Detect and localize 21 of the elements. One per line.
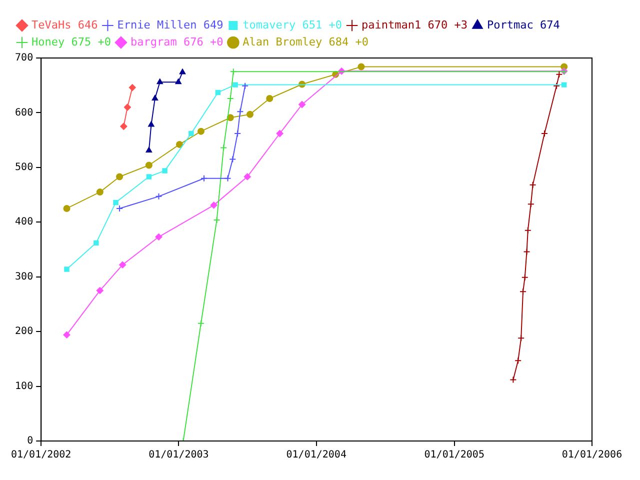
- y-tick-label: 700: [15, 52, 34, 64]
- legend-label: paintman1 670 +3: [362, 18, 468, 32]
- x-tick-label: 01/01/2005: [424, 450, 484, 461]
- legend-label: TeVaHs 646: [32, 18, 98, 32]
- y-tick-label: 300: [15, 271, 34, 282]
- y-tick-label: 100: [15, 380, 34, 392]
- x-tick-label: 01/01/2004: [286, 450, 346, 461]
- legend-label: Portmac 674: [486, 18, 560, 32]
- legend-label: Honey 675 +0: [32, 35, 111, 48]
- legend-label: bargram 676 +0: [130, 35, 224, 48]
- y-tick-label: 0: [27, 436, 34, 447]
- y-tick-label: 400: [15, 216, 34, 228]
- y-tick-label: 600: [15, 107, 34, 118]
- legend-label: Alan Bromley 684 +0: [242, 35, 369, 48]
- legend-label: tomavery 651 +0: [242, 18, 342, 32]
- x-tick-label: 01/01/2003: [148, 450, 209, 461]
- legend-label: Ernie Millen 649: [117, 18, 224, 32]
- x-tick-label: 01/01/2006: [562, 450, 622, 461]
- y-tick-label: 500: [15, 162, 34, 174]
- x-tick-label: 01/01/2002: [10, 450, 72, 461]
- y-tick-label: 200: [15, 326, 34, 338]
